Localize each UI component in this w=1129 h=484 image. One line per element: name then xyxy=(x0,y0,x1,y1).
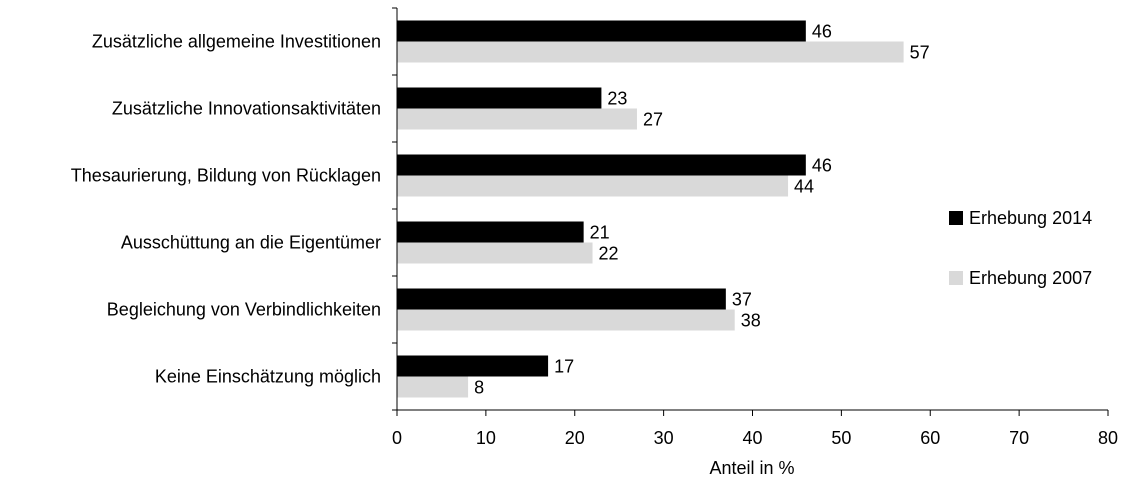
category-labels: Zusätzliche allgemeine Investitionen Zusä… xyxy=(71,32,381,387)
x-tick-label: 60 xyxy=(920,428,940,448)
data-label: 27 xyxy=(643,110,663,130)
bar-erhebung-2007 xyxy=(397,242,593,264)
data-label: 57 xyxy=(910,43,930,63)
x-tick-label: 10 xyxy=(476,428,496,448)
bar-erhebung-2014 xyxy=(397,20,806,42)
bar-erhebung-2014 xyxy=(397,221,584,243)
x-tick-label: 40 xyxy=(742,428,762,448)
category-label: Zusätzliche Innovationsaktivitäten xyxy=(112,99,381,119)
x-tick-label: 80 xyxy=(1098,428,1118,448)
legend-label: Erhebung 2014 xyxy=(969,208,1092,228)
category-label: Ausschüttung an die Eigentümer xyxy=(121,233,381,253)
legend-swatch xyxy=(949,211,963,225)
x-tick-label: 0 xyxy=(392,428,402,448)
bar-erhebung-2014 xyxy=(397,87,602,109)
data-label: 8 xyxy=(474,378,484,398)
data-label: 23 xyxy=(607,89,627,109)
bar-erhebung-2014 xyxy=(397,355,549,377)
bar-erhebung-2007 xyxy=(397,175,789,197)
bar-erhebung-2007 xyxy=(397,41,904,63)
category-label: Zusätzliche allgemeine Investitionen xyxy=(92,32,381,52)
x-tick-label: 30 xyxy=(654,428,674,448)
x-tick-label: 70 xyxy=(1009,428,1029,448)
legend-swatch xyxy=(949,271,963,285)
legend: Erhebung 2014 Erhebung 2007 xyxy=(949,208,1092,288)
category-label: Thesaurierung, Bildung von Rücklagen xyxy=(71,166,381,186)
data-label: 37 xyxy=(732,290,752,310)
data-label: 22 xyxy=(599,244,619,264)
category-label: Begleichung von Verbindlichkeiten xyxy=(107,300,381,320)
bar-erhebung-2007 xyxy=(397,108,637,130)
data-label: 46 xyxy=(812,156,832,176)
bars xyxy=(397,20,904,398)
x-ticks: 0 10 20 30 40 50 60 70 80 xyxy=(392,410,1118,448)
bar-erhebung-2014 xyxy=(397,154,806,176)
x-axis-title: Anteil in % xyxy=(709,458,794,478)
category-label: Keine Einschätzung möglich xyxy=(155,367,381,387)
bar-erhebung-2007 xyxy=(397,376,469,398)
data-label: 46 xyxy=(812,22,832,42)
bar-erhebung-2007 xyxy=(397,309,735,331)
data-label: 17 xyxy=(554,357,574,377)
legend-label: Erhebung 2007 xyxy=(969,268,1092,288)
data-label: 21 xyxy=(590,223,610,243)
x-tick-label: 20 xyxy=(565,428,585,448)
x-tick-label: 50 xyxy=(831,428,851,448)
data-label: 44 xyxy=(794,177,814,197)
bar-erhebung-2014 xyxy=(397,288,726,310)
data-label: 38 xyxy=(741,311,761,331)
